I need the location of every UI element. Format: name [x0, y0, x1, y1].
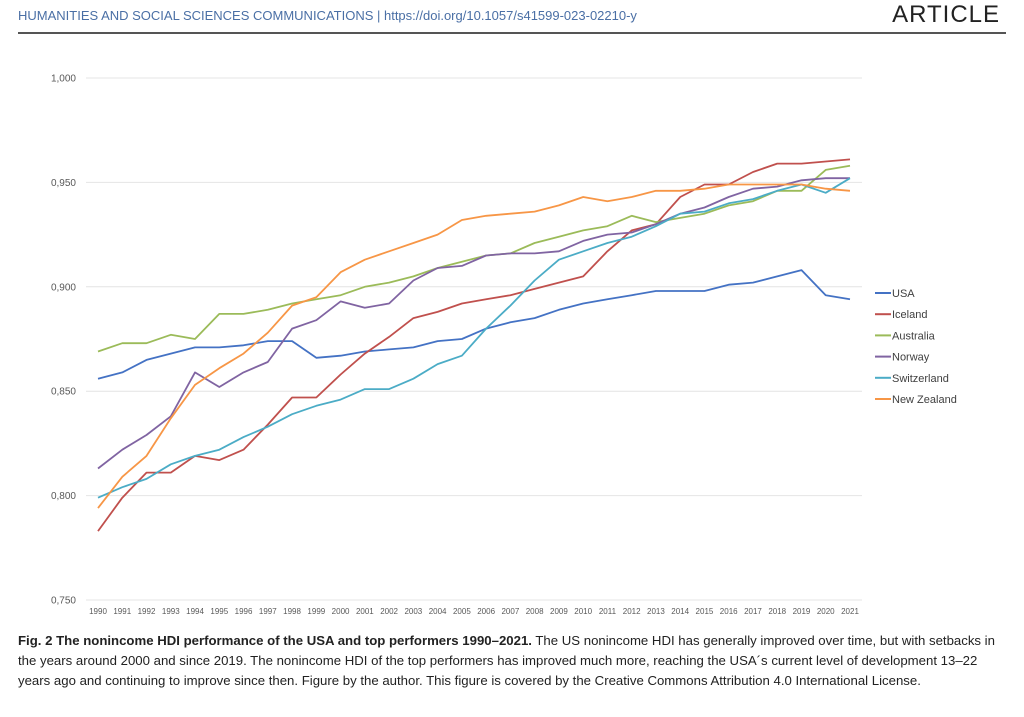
x-tick-label: 1994: [186, 607, 204, 616]
x-tick-label: 1990: [89, 607, 107, 616]
series-line-usa: [97, 269, 851, 380]
x-tick-label: 2017: [744, 607, 762, 616]
x-tick-label: 2001: [356, 607, 374, 616]
legend-label: Switzerland: [892, 373, 949, 385]
figure-caption: Fig. 2 The nonincome HDI performance of …: [18, 631, 1008, 691]
x-tick-label: 2011: [599, 607, 617, 616]
y-axis-ticks: 0,750 0,800 0,850 0,900 0,950 1,000: [51, 74, 76, 607]
y-tick-label: 1,000: [51, 74, 76, 85]
caption-text: The US nonincome HDI has generally impro…: [18, 633, 995, 688]
gridlines: [86, 77, 862, 601]
x-tick-label: 2006: [477, 607, 495, 616]
x-tick-label: 1998: [283, 607, 301, 616]
y-tick-label: 0,750: [51, 596, 76, 607]
legend-label: New Zealand: [892, 394, 957, 406]
series-line-norway: [97, 177, 850, 470]
x-tick-label: 2008: [526, 607, 544, 616]
x-tick-label: 2021: [841, 607, 859, 616]
x-tick-label: 1995: [210, 607, 228, 616]
legend-label: USA: [892, 288, 915, 300]
x-tick-label: 2007: [501, 607, 519, 616]
x-tick-label: 2000: [332, 607, 350, 616]
x-tick-label: 2010: [574, 607, 592, 616]
x-tick-label: 2002: [380, 607, 398, 616]
x-tick-label: 2005: [453, 607, 471, 616]
x-tick-label: 1996: [235, 607, 253, 616]
legend-label: Australia: [892, 330, 936, 342]
series-line-new-zealand: [97, 183, 851, 509]
x-tick-label: 2014: [671, 607, 689, 616]
y-tick-label: 0,850: [51, 387, 76, 398]
x-tick-label: 2018: [768, 607, 786, 616]
y-tick-label: 0,900: [51, 282, 76, 293]
series-lines: [97, 158, 851, 532]
x-tick-label: 2012: [623, 607, 641, 616]
legend-label: Norway: [892, 352, 930, 364]
x-tick-label: 1999: [307, 607, 325, 616]
y-tick-label: 0,800: [51, 491, 76, 502]
legend: USA Iceland Australia Norway Switzerland New …: [875, 288, 957, 406]
x-tick-label: 2003: [404, 607, 422, 616]
x-tick-label: 1991: [113, 607, 131, 616]
x-axis-ticks: 1990 1991 1992 1993 1994 1995 1996 1997 1998 1999…: [89, 607, 859, 616]
x-tick-label: 1992: [138, 607, 156, 616]
x-tick-label: 2009: [550, 607, 568, 616]
x-tick-label: 2020: [817, 607, 835, 616]
series-line-australia: [97, 164, 851, 353]
x-tick-label: 2016: [720, 607, 738, 616]
section-label: ARTICLE: [892, 1, 1000, 28]
x-tick-label: 2019: [793, 607, 811, 616]
caption-title: Fig. 2 The nonincome HDI performance of …: [18, 633, 532, 648]
page-header: HUMANITIES AND SOCIAL SCIENCES COMMUNICA…: [18, 0, 1006, 34]
y-tick-label: 0,950: [51, 178, 76, 189]
x-tick-label: 2004: [429, 607, 447, 616]
x-tick-label: 1993: [162, 607, 180, 616]
x-tick-label: 2013: [647, 607, 665, 616]
x-tick-label: 1997: [259, 607, 277, 616]
series-line-switzerland: [97, 177, 851, 499]
series-line-iceland: [97, 158, 851, 532]
legend-label: Iceland: [892, 309, 927, 321]
x-tick-label: 2015: [696, 607, 714, 616]
journal-doi-line[interactable]: HUMANITIES AND SOCIAL SCIENCES COMMUNICA…: [18, 8, 637, 23]
